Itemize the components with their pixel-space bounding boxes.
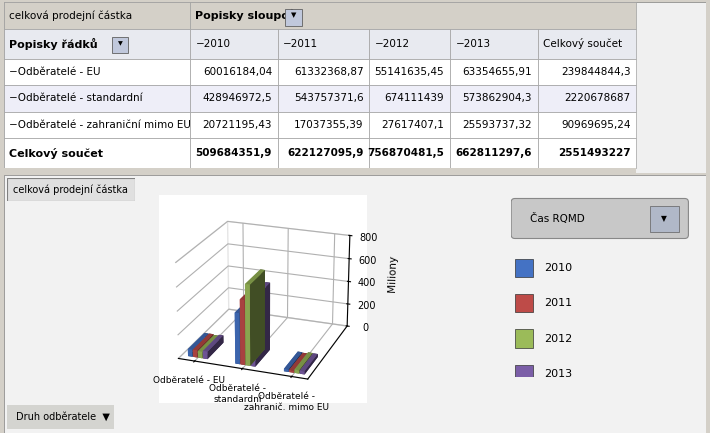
Bar xyxy=(190,138,278,168)
Text: celková prodejní částka: celková prodejní částka xyxy=(9,10,132,21)
Text: Celkový součet: Celkový součet xyxy=(9,148,103,158)
Text: −2013: −2013 xyxy=(456,39,491,48)
Bar xyxy=(278,85,369,112)
Bar xyxy=(278,29,369,58)
Bar xyxy=(4,85,190,112)
FancyBboxPatch shape xyxy=(511,198,689,239)
Bar xyxy=(369,58,450,85)
Text: 2010: 2010 xyxy=(545,262,572,273)
Text: 17037355,39: 17037355,39 xyxy=(294,120,364,130)
Bar xyxy=(285,9,302,26)
Bar xyxy=(369,29,450,58)
Bar xyxy=(537,138,636,168)
Text: 239844844,3: 239844844,3 xyxy=(561,67,630,77)
Text: Popisky sloupců: Popisky sloupců xyxy=(195,10,296,22)
Text: −Odběratelé - standardní: −Odběratelé - standardní xyxy=(9,94,143,103)
Bar xyxy=(515,330,533,348)
Text: Celkový součet: Celkový součet xyxy=(543,38,623,49)
FancyBboxPatch shape xyxy=(1,404,119,430)
Text: −2011: −2011 xyxy=(283,39,318,48)
Text: 543757371,6: 543757371,6 xyxy=(294,94,364,103)
Bar xyxy=(537,85,636,112)
Bar xyxy=(369,85,450,112)
Bar xyxy=(515,294,533,312)
Bar xyxy=(4,29,190,58)
Bar xyxy=(190,29,278,58)
Bar xyxy=(190,112,278,138)
Text: ▼: ▼ xyxy=(662,214,667,223)
Text: −Odběratelé - EU: −Odběratelé - EU xyxy=(9,67,101,77)
Text: 674111439: 674111439 xyxy=(385,94,444,103)
Bar xyxy=(450,29,537,58)
Bar xyxy=(112,37,128,53)
Bar xyxy=(278,58,369,85)
Text: 60016184,04: 60016184,04 xyxy=(203,67,272,77)
Text: celková prodejní částka: celková prodejní částka xyxy=(13,184,129,195)
Bar xyxy=(515,365,533,383)
Bar xyxy=(4,168,636,173)
Bar xyxy=(450,58,537,85)
Text: 2013: 2013 xyxy=(545,369,572,379)
Text: 2220678687: 2220678687 xyxy=(564,94,630,103)
Bar xyxy=(4,138,190,168)
Text: 2011: 2011 xyxy=(545,298,572,308)
Text: 55141635,45: 55141635,45 xyxy=(375,67,444,77)
Text: 428946972,5: 428946972,5 xyxy=(202,94,272,103)
Bar xyxy=(4,58,190,85)
Text: −Odběratelé - zahraniční mimo EU: −Odběratelé - zahraniční mimo EU xyxy=(9,120,191,130)
Text: 2551493227: 2551493227 xyxy=(558,148,630,158)
Bar xyxy=(190,85,278,112)
Bar xyxy=(4,2,190,29)
Text: 2012: 2012 xyxy=(545,333,573,343)
Text: 61332368,87: 61332368,87 xyxy=(294,67,364,77)
Bar xyxy=(369,112,450,138)
Bar xyxy=(278,112,369,138)
Bar xyxy=(369,138,450,168)
Text: 509684351,9: 509684351,9 xyxy=(196,148,272,158)
Text: 90969695,24: 90969695,24 xyxy=(561,120,630,130)
Bar xyxy=(450,85,537,112)
Text: −2012: −2012 xyxy=(375,39,410,48)
Bar xyxy=(537,58,636,85)
Text: Čas RQMD: Čas RQMD xyxy=(530,213,584,224)
Text: 20721195,43: 20721195,43 xyxy=(202,120,272,130)
Text: 756870481,5: 756870481,5 xyxy=(367,148,444,158)
Text: 622127095,9: 622127095,9 xyxy=(287,148,364,158)
Bar xyxy=(537,29,636,58)
Text: 662811297,6: 662811297,6 xyxy=(456,148,532,158)
Bar xyxy=(190,58,278,85)
Bar xyxy=(450,138,537,168)
Bar xyxy=(450,112,537,138)
Text: −2010: −2010 xyxy=(195,39,231,48)
Text: 573862904,3: 573862904,3 xyxy=(463,94,532,103)
Text: Popisky řádků: Popisky řádků xyxy=(9,38,98,50)
Text: Druh odběratele  ▼: Druh odběratele ▼ xyxy=(16,412,109,422)
Bar xyxy=(515,259,533,277)
Text: ▼: ▼ xyxy=(291,13,296,19)
Text: 25593737,32: 25593737,32 xyxy=(462,120,532,130)
Bar xyxy=(190,2,636,29)
Text: ▼: ▼ xyxy=(118,41,123,46)
Bar xyxy=(537,112,636,138)
Text: 63354655,91: 63354655,91 xyxy=(462,67,532,77)
Text: 27617407,1: 27617407,1 xyxy=(381,120,444,130)
Bar xyxy=(650,206,679,232)
Bar xyxy=(4,112,190,138)
Bar xyxy=(278,138,369,168)
